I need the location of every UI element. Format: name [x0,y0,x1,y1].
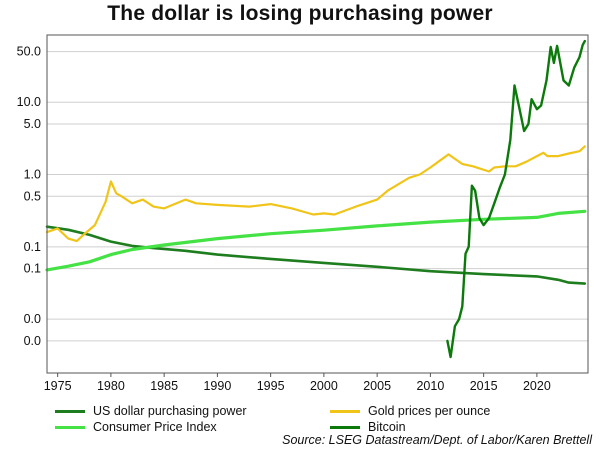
y-tick-label: 50.0 [17,45,41,59]
x-tick-label: 2020 [523,379,551,393]
chart-title: The dollar is losing purchasing power [107,2,493,25]
series-line-gold [45,145,586,243]
legend-swatch-bitcoin [330,425,360,429]
x-tick-label: 1975 [44,379,72,393]
legend-label-gold: Gold prices per ounce [368,404,491,418]
legend-item-dollar: US dollar purchasing power [55,404,247,418]
source-note: Source: LSEG Datastream/Dept. of Labor/K… [282,433,592,447]
x-tick-label: 1990 [203,379,231,393]
legend-label-cpi: Consumer Price Index [93,420,217,434]
y-tick-label: 0.1 [24,262,41,276]
legend-label-dollar: US dollar purchasing power [93,404,247,418]
x-tick-label: 2000 [310,379,338,393]
legend-swatch-cpi [55,425,85,429]
y-tick-label: 5.0 [24,117,41,131]
series-line-bitcoin [446,39,586,359]
series-line-dollar [45,225,587,285]
legend-swatch-dollar [55,409,85,413]
y-tick-label: 0.5 [24,189,41,203]
legend-item-cpi: Consumer Price Index [55,420,217,434]
x-tick-label: 1985 [150,379,178,393]
x-axis-ticks: 1975 1980 1985 1990 1995 2000 2005 2010 2015 2020 [44,373,551,393]
y-axis-ticks: 50.0 10.0 5.0 1.0 0.5 0.1 0.1 0.0 0.0 [17,45,41,348]
y-tick-label: 10.0 [17,95,41,109]
grid-lines [47,51,588,342]
x-tick-label: 1980 [97,379,125,393]
y-tick-label: 0.0 [24,312,41,326]
legend-label-bitcoin: Bitcoin [368,420,406,434]
y-tick-label: 0.1 [24,240,41,254]
x-tick-label: 2015 [470,379,498,393]
legend-swatch-gold [330,409,360,413]
legend-item-gold: Gold prices per ounce [330,404,490,418]
plot-frame [46,34,589,374]
x-tick-label: 2005 [363,379,391,393]
series-line-cpi [45,209,587,272]
y-tick-label: 0.0 [24,334,41,348]
legend-item-bitcoin: Bitcoin [330,420,406,434]
y-tick-label: 1.0 [24,168,41,182]
x-tick-label: 2010 [416,379,444,393]
x-tick-label: 1995 [257,379,285,393]
series-lines [45,39,587,359]
